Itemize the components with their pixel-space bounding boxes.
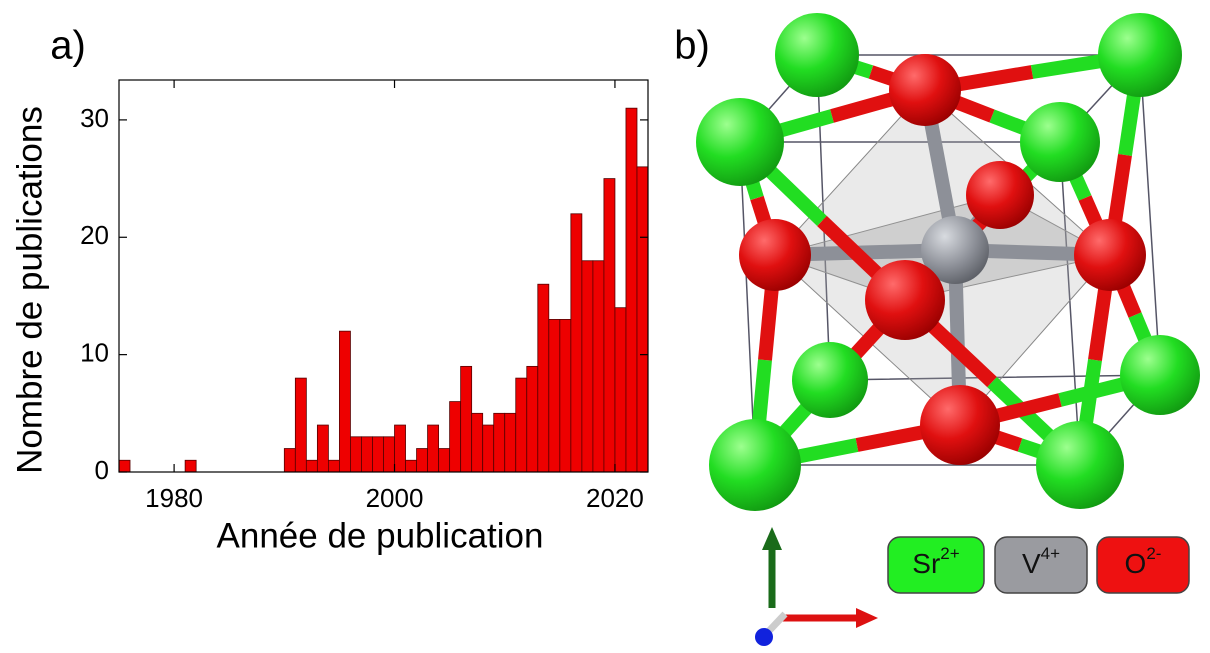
bar <box>493 412 506 473</box>
y-tick-label: 30 <box>80 103 109 133</box>
legend-box <box>887 536 985 594</box>
plot-area: 0 10 20 30 1980 2000 2020 <box>80 79 649 513</box>
bar <box>339 330 351 473</box>
bar <box>603 178 616 473</box>
bar <box>184 459 197 473</box>
bar <box>471 412 484 473</box>
legend-symbol: V <box>1022 548 1041 579</box>
bar <box>559 319 572 473</box>
x-tick-label: 1980 <box>145 483 203 513</box>
plot-frame <box>118 79 649 473</box>
legend-box <box>1096 536 1190 594</box>
legend-label: O2- <box>1125 544 1162 579</box>
atoms <box>696 13 1200 511</box>
bar <box>361 436 373 473</box>
bar <box>504 412 517 473</box>
bar <box>592 260 605 473</box>
crystal-structure: b) <box>674 13 1200 646</box>
panel-label: a) <box>50 24 86 68</box>
bar <box>449 401 462 473</box>
legend-symbol: Sr <box>912 548 940 579</box>
bar <box>427 424 440 473</box>
bar <box>581 260 594 473</box>
legend-charge: 2+ <box>940 544 959 563</box>
bar <box>537 283 550 473</box>
bar <box>327 459 340 473</box>
y-tick-label: 0 <box>95 455 109 485</box>
bar <box>460 365 473 473</box>
legend-label: V4+ <box>1022 544 1060 579</box>
bar <box>394 424 406 473</box>
bar <box>383 436 395 473</box>
bar <box>526 365 539 473</box>
bar <box>570 213 583 473</box>
x-axis-label: Année de publication <box>217 516 544 555</box>
axes-indicator <box>755 527 878 646</box>
bar <box>118 459 131 473</box>
bar <box>636 166 649 473</box>
legend: Sr2+ V4+ O2- <box>887 536 1190 594</box>
bar <box>438 448 451 473</box>
panel-label: b) <box>674 24 710 68</box>
y-axis-label: Nombre de publications <box>10 106 49 474</box>
bar <box>294 377 307 473</box>
legend-charge: 4+ <box>1041 544 1060 563</box>
bar <box>350 436 362 473</box>
bar <box>625 107 638 473</box>
x-tick-label: 2020 <box>586 483 644 513</box>
bar <box>305 459 318 473</box>
bar <box>548 319 561 473</box>
legend-box <box>994 536 1088 594</box>
y-tick-label: 10 <box>80 338 109 368</box>
legend-charge: 2- <box>1146 544 1161 563</box>
bar <box>416 448 428 473</box>
bar <box>614 307 627 473</box>
bar <box>316 424 329 473</box>
y-tick-label: 20 <box>80 220 109 250</box>
bar <box>515 377 528 473</box>
legend-label: Sr2+ <box>912 544 959 579</box>
bar <box>283 448 296 473</box>
legend-symbol: O <box>1125 548 1147 579</box>
bar <box>405 459 417 473</box>
bar <box>482 424 495 473</box>
bar <box>372 436 384 473</box>
x-tick-label: 2000 <box>366 483 424 513</box>
